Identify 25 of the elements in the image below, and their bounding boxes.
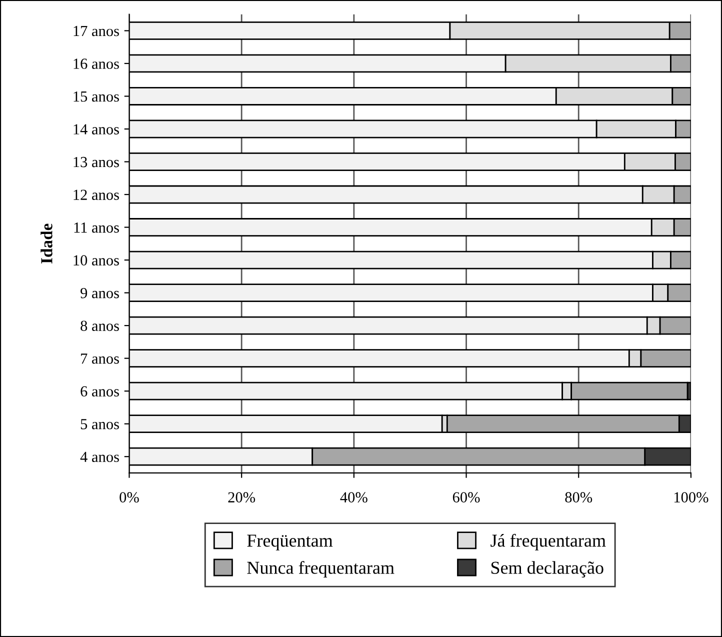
y-tick-label: 11 anos (74, 222, 119, 233)
y-tick-label: 15 anos (74, 91, 119, 102)
y-axis-title: Idade (40, 224, 52, 264)
y-tick-label: 14 anos (74, 124, 119, 134)
y-tick-label: 5 anos (80, 419, 119, 430)
x-tick-label: 80% (565, 492, 592, 503)
legend-label: Freqüentam (247, 534, 333, 550)
x-tick-label: 20% (228, 492, 256, 503)
y-tick-label: 6 anos (80, 386, 119, 397)
x-tick-label: 60% (452, 492, 480, 503)
legend-label: Sem declaração (491, 561, 604, 578)
y-tick-label: 9 anos (80, 288, 119, 298)
y-tick-label: 7 anos (81, 354, 119, 364)
y-tick-label: 13 anos (74, 156, 119, 168)
y-tick-label: 16 anos (74, 58, 119, 69)
y-tick-label: 12 anos (74, 190, 119, 200)
y-tick-label: 17 anos (74, 26, 119, 36)
x-tick-label: 100% (674, 492, 708, 503)
x-tick-label: 0% (120, 492, 139, 503)
y-tick-label: 8 anos (80, 320, 119, 332)
legend-label: Já frequentaram (490, 534, 606, 550)
legend-label: Nunca frequentaram (247, 560, 394, 578)
x-tick-label: 40% (340, 492, 368, 503)
y-tick-label: 4 anos (80, 452, 119, 462)
y-tick-label: 10 anos (74, 255, 119, 266)
